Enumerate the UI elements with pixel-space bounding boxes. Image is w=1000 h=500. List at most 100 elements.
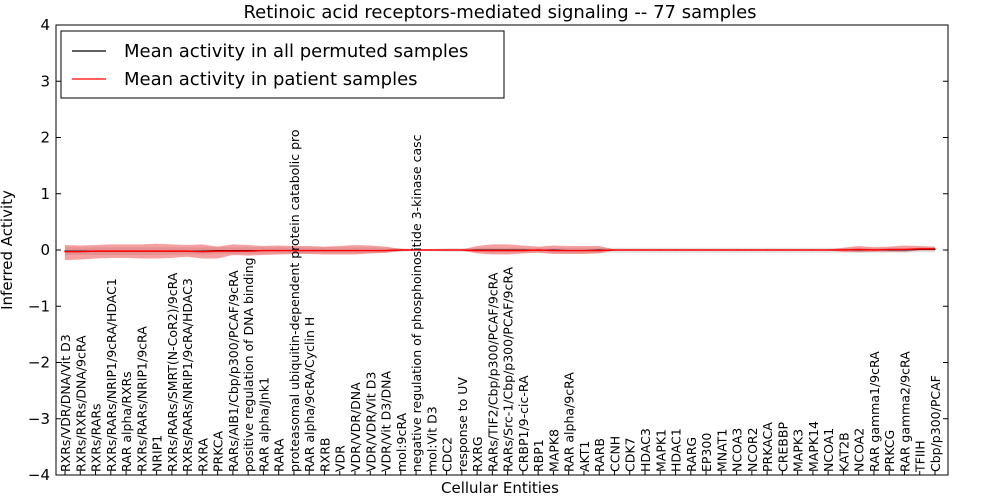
plot-frame: [55, 24, 949, 476]
point-series-1: [94, 250, 97, 252]
point-series-1: [369, 249, 371, 252]
x-tick-label: NCOA2: [852, 428, 867, 472]
x-tick-label: RAR alpha/9cRA: [562, 372, 577, 472]
point-series-1: [781, 249, 783, 251]
point-series-1: [293, 249, 295, 252]
point-series-1: [186, 250, 188, 252]
x-tick-label: mol:Vit D3: [424, 406, 439, 472]
point-series-1: [659, 249, 661, 251]
point-series-1: [903, 248, 906, 251]
x-tick-label: RARG: [684, 437, 699, 472]
point-series-1: [430, 249, 432, 251]
x-tick-label: RAR alpha/9cRA/Cyclin H: [302, 317, 317, 472]
chart-title: Retinoic acid receptors-mediated signali…: [243, 2, 756, 23]
x-tick-label: RXRA: [195, 438, 210, 472]
legend-label-permuted: Mean activity in all permuted samples: [124, 41, 468, 62]
legend-label-patient: Mean activity in patient samples: [124, 69, 418, 90]
point-series-1: [705, 249, 707, 251]
x-tick-label: PRKCG: [882, 430, 897, 472]
point-series-1: [827, 249, 829, 251]
x-tick-label: negative regulation of phosphoinositide …: [409, 134, 424, 472]
point-series-1: [125, 250, 127, 252]
point-series-1: [766, 249, 768, 251]
point-series-1: [247, 250, 249, 252]
x-tick-label: VDR: [333, 445, 348, 472]
x-tick-label: RBP1: [531, 439, 546, 472]
x-tick-label: RXRs/RARs/SMRT(N-CoR2)/9cRA: [165, 272, 180, 472]
x-tick-label: CDC2: [440, 437, 455, 472]
point-series-1: [842, 249, 845, 251]
x-tick-label: RARA: [272, 438, 287, 472]
x-tick-label: RXRs/RXRs/DNA/9cRA: [73, 335, 88, 472]
x-tick-label: proteasomal ubiquitin-dependent protein …: [287, 129, 302, 472]
x-tick-label: NCOA3: [730, 428, 745, 472]
point-series-1: [568, 249, 570, 252]
x-tick-label: RXRs/RARs/NRIP1/9cRA: [134, 326, 149, 472]
point-series-1: [400, 249, 402, 251]
point-series-1: [354, 249, 356, 252]
point-series-1: [674, 249, 677, 251]
x-tick-label: EP300: [699, 433, 714, 472]
band-series-1: [65, 243, 935, 261]
x-tick-label: RAR alpha/Jnk1: [256, 377, 271, 472]
point-series-1: [171, 250, 173, 252]
point-series-1: [201, 251, 203, 253]
point-series-1: [64, 251, 66, 253]
x-tick-label: NRIP1: [150, 435, 165, 472]
x-tick-label: RAR gamma2/9cRA: [897, 351, 912, 472]
y-tick-label: 3: [40, 72, 50, 90]
point-series-1: [507, 249, 509, 252]
point-series-1: [461, 249, 463, 251]
point-series-1: [858, 248, 860, 251]
point-series-1: [613, 249, 616, 251]
x-tick-label: RAR alpha/RXRs: [119, 371, 134, 472]
x-tick-label: CDK7: [623, 437, 638, 472]
point-series-1: [644, 249, 646, 251]
x-tick-label: RXRs/RARs/NRIP1/9cRA/HDAC1: [104, 278, 119, 472]
x-tick-label: MNAT1: [714, 429, 729, 472]
point-series-1: [812, 249, 814, 251]
x-tick-label: Cbp/p300/PCAF: [928, 375, 943, 472]
y-tick-label: 1: [40, 185, 50, 203]
x-tick-label: PRKACA: [760, 422, 775, 472]
series-lines: [64, 248, 936, 253]
x-tick-label: NCOR2: [745, 427, 760, 472]
point-series-1: [79, 251, 81, 253]
point-series-1: [278, 249, 280, 252]
x-tick-label: response to UV: [455, 377, 470, 472]
y-axis-label: Inferred Activity: [0, 190, 16, 310]
x-tick-label: RARs/TIF2/Cbp/p300/PCAF/9cRA: [485, 272, 500, 472]
point-series-1: [155, 250, 158, 252]
x-tick-label: RAR gamma1/9cRA: [867, 351, 882, 472]
line-series-1: [65, 248, 935, 253]
point-series-1: [934, 248, 936, 250]
x-tick-label: CREBBP: [775, 422, 790, 472]
point-series-1: [690, 249, 692, 251]
y-tick-label: 4: [40, 16, 50, 34]
x-tick-label: VDR/VDR/DNA: [348, 382, 363, 472]
point-series-1: [888, 248, 890, 251]
x-tick-label: RARB: [592, 438, 607, 472]
point-series-1: [735, 249, 738, 251]
x-tick-label: MAPK14: [806, 421, 821, 472]
y-tick-label: 2: [40, 129, 50, 147]
point-series-1: [415, 249, 417, 251]
x-tick-label: mol:9cRA: [394, 412, 409, 472]
x-tick-label: AKT1: [577, 441, 592, 472]
y-tick-label: −2: [28, 354, 50, 372]
point-series-1: [720, 249, 722, 251]
y-tick-label: −3: [28, 410, 50, 428]
x-tick-label: CCNH: [607, 436, 622, 472]
point-series-1: [629, 249, 631, 251]
point-series-1: [232, 250, 234, 252]
x-tick-label: RARs/Src-1/Cbp/p300/PCAF/9cRA: [501, 266, 516, 472]
x-tick-label: HDAC3: [638, 428, 653, 472]
point-series-1: [797, 249, 799, 251]
point-series-1: [919, 248, 921, 250]
x-tick-label: MAPK3: [791, 429, 806, 472]
point-series-1: [262, 249, 265, 252]
x-tick-label: CRBP1/9-cic-RA: [516, 375, 531, 472]
point-series-1: [217, 250, 219, 252]
y-tick-label: −4: [28, 466, 50, 484]
